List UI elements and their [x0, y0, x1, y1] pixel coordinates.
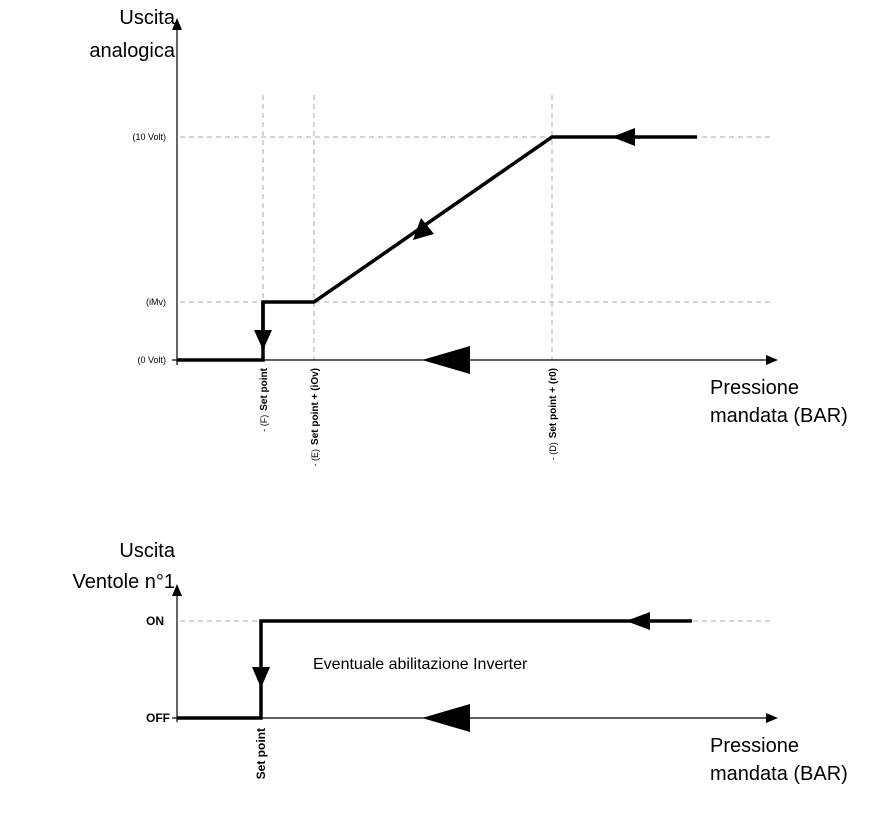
direction-arrow: [612, 128, 635, 146]
level-label: (iMv): [146, 297, 166, 307]
direction-arrow: [413, 218, 434, 240]
x-axis-label: mandata (BAR): [710, 763, 848, 785]
annotation: Eventuale abilitazione Inverter: [313, 656, 528, 673]
level-label: (0 Volt): [137, 355, 166, 365]
direction-arrow: [422, 704, 470, 732]
direction-arrow: [252, 667, 270, 688]
marker-label: Set point: [259, 367, 270, 410]
axis-arrow: [172, 584, 182, 596]
direction-arrow: [254, 330, 272, 350]
x-marker: Set point: [254, 728, 268, 779]
y-axis-label: Ventole n°1: [72, 571, 175, 593]
marker-label: Set point + (iOv): [310, 368, 321, 445]
x-axis-label: Pressione: [710, 377, 799, 399]
y-axis-label: Uscita: [119, 540, 175, 562]
marker-label: Set point + (r0): [548, 368, 559, 438]
direction-arrow: [626, 612, 650, 630]
marker-tag: - (E): [310, 449, 320, 467]
level-label: (10 Volt): [132, 132, 166, 142]
x-axis-label: mandata (BAR): [710, 405, 848, 427]
axis-arrow: [766, 713, 778, 723]
marker-tag: - (F): [259, 415, 269, 432]
axis-arrow: [766, 355, 778, 365]
x-axis-label: Pressione: [710, 735, 799, 757]
x-marker: - (F) Set point: [259, 367, 270, 431]
marker-tag: - (D): [548, 442, 558, 460]
level-label: OFF: [146, 711, 170, 725]
axis-arrow: [172, 18, 182, 30]
level-label: ON: [146, 614, 164, 628]
x-marker: - (E) Set point + (iOv): [310, 368, 321, 466]
curve: [177, 135, 697, 362]
x-marker: - (D) Set point + (r0): [548, 368, 559, 460]
y-axis-label: analogica: [89, 40, 176, 62]
top-chart: Uscita analogica (10 Volt) (iMv) (0 Volt…: [89, 7, 847, 466]
bottom-chart: Uscita Ventole n°1 ON OFF Eventuale abil…: [72, 540, 847, 785]
y-axis-label: Uscita: [119, 7, 175, 29]
direction-arrow: [422, 346, 470, 374]
